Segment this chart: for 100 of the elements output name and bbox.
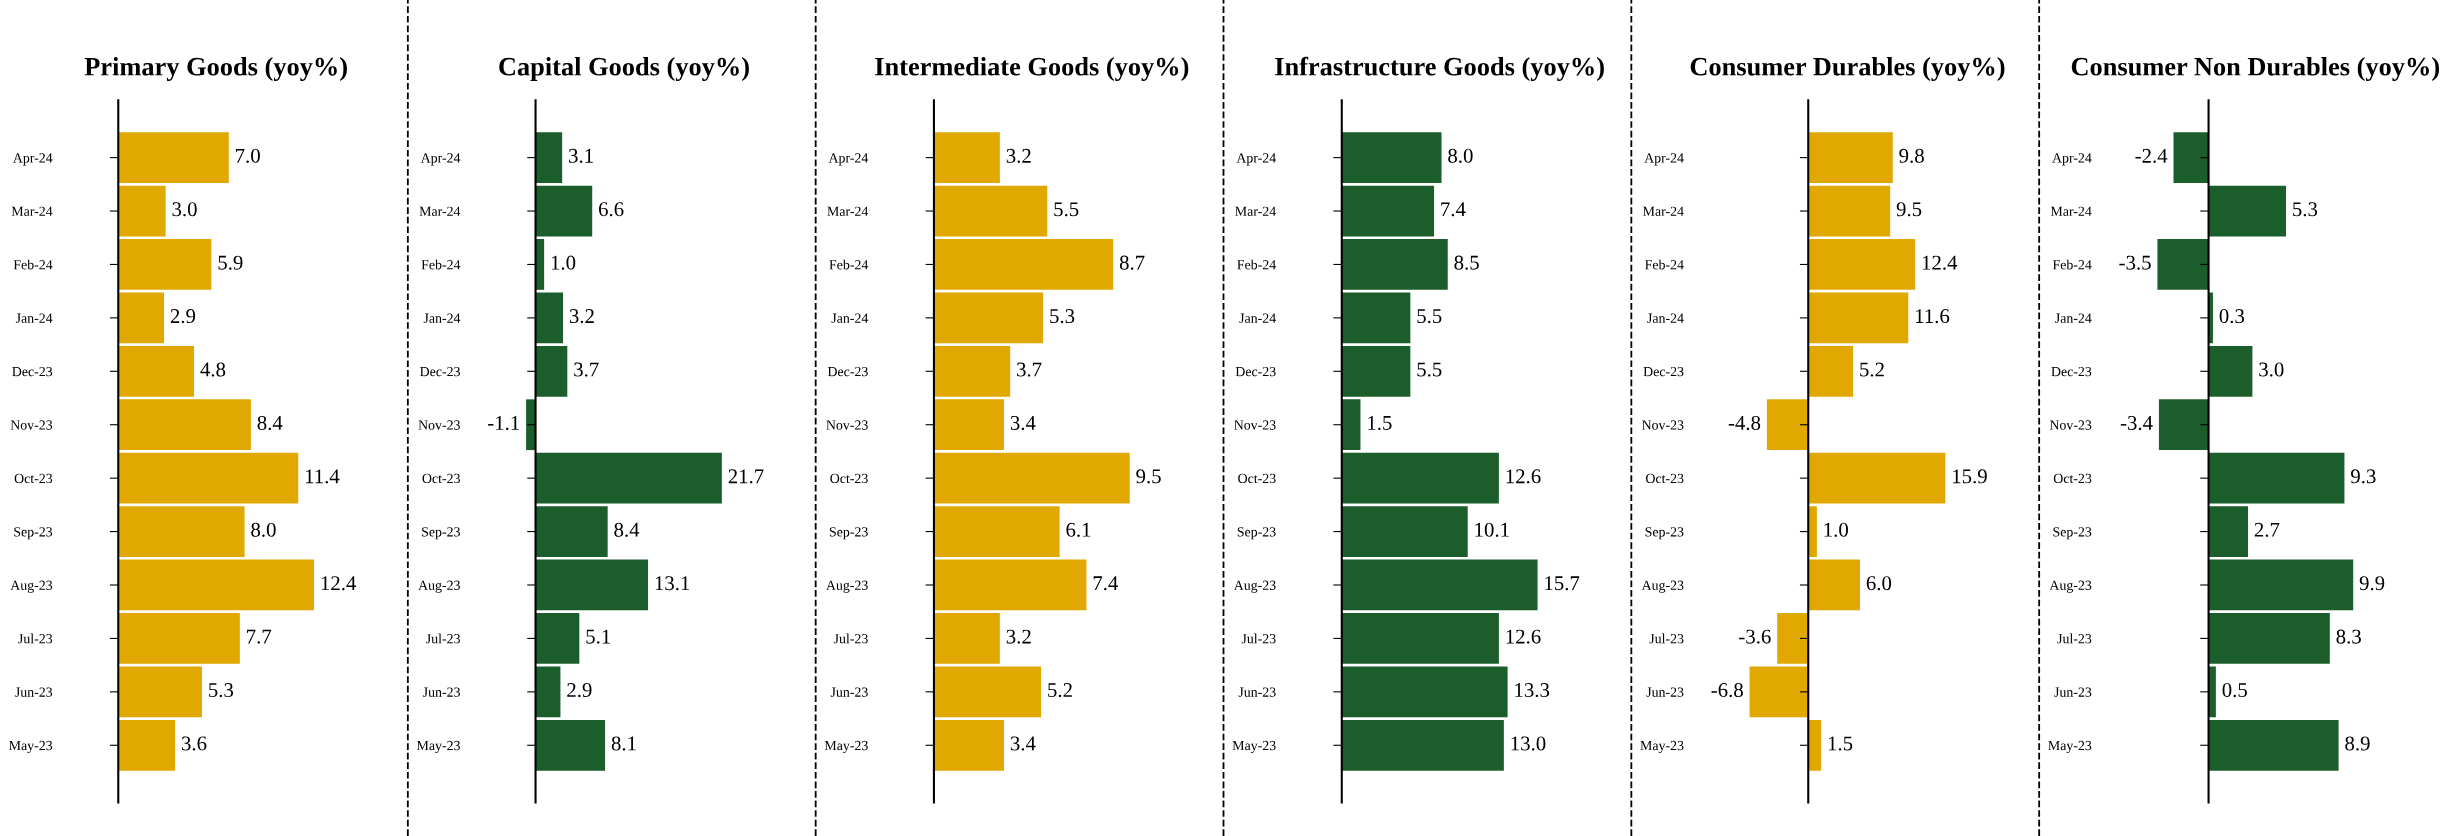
data-label: 7.4 — [1441, 202, 1466, 217]
bar — [535, 452, 722, 504]
bar — [2208, 719, 2339, 771]
y-tick-label: Mar-24 — [827, 206, 869, 216]
data-label: 8.3 — [2336, 629, 2361, 644]
bar — [118, 613, 240, 664]
chart-title: Primary Goods (yoy%) — [84, 57, 347, 82]
data-label: 9.8 — [1899, 148, 1924, 163]
data-label: 3.0 — [2259, 362, 2284, 377]
bar — [933, 132, 1000, 183]
bar — [1341, 185, 1435, 237]
data-label: 5.1 — [586, 629, 610, 644]
data-label: 12.6 — [1506, 629, 1541, 644]
data-label: 9.5 — [1896, 202, 1922, 217]
bar — [1341, 452, 1499, 504]
data-label: 3.7 — [1017, 362, 1042, 377]
data-label: 8.0 — [251, 522, 276, 537]
y-tick-label: Apr-24 — [828, 153, 869, 166]
bar — [1341, 719, 1504, 771]
y-tick-label: Jul-23 — [2057, 633, 2092, 644]
bar — [933, 452, 1130, 504]
data-label: 7.7 — [247, 629, 272, 644]
data-label: -4.8 — [1728, 415, 1761, 431]
y-tick-label: Oct-23 — [2053, 473, 2092, 484]
data-label: 9.3 — [2350, 469, 2376, 484]
bar — [2208, 345, 2253, 397]
data-label: -3.6 — [1739, 629, 1771, 644]
bar — [933, 613, 1000, 664]
y-tick-label: Jun-23 — [2054, 687, 2092, 697]
bar — [526, 399, 536, 451]
data-label: 5.9 — [218, 255, 243, 270]
y-tick-label: Oct-23 — [14, 473, 53, 484]
data-label: 8.1 — [611, 736, 636, 751]
y-tick-label: Jun-23 — [15, 687, 53, 697]
bar — [1808, 719, 1822, 771]
bar — [1341, 399, 1361, 451]
data-label: -3.5 — [2119, 255, 2151, 270]
data-label: 2.9 — [567, 683, 592, 698]
bar — [2208, 452, 2345, 504]
bar — [933, 719, 1004, 771]
data-label: 7.4 — [1093, 576, 1119, 591]
data-label: 8.7 — [1119, 255, 1145, 270]
bar — [118, 506, 245, 557]
data-label: 12.4 — [321, 576, 357, 591]
bar — [2158, 399, 2209, 451]
bar — [1808, 239, 1916, 290]
bar — [1777, 613, 1809, 664]
y-tick-label: Sep-23 — [14, 527, 53, 540]
y-tick-label: May-23 — [1640, 740, 1684, 754]
y-tick-label: Aug-23 — [1233, 580, 1276, 593]
data-label: 15.9 — [1953, 469, 1987, 484]
data-label: 6.1 — [1066, 522, 1091, 537]
bar — [118, 345, 195, 397]
y-tick-label: Jan-24 — [1647, 313, 1684, 323]
bar — [118, 292, 165, 344]
bar — [535, 292, 564, 344]
y-tick-label: Sep-23 — [1645, 527, 1684, 540]
data-label: 2.7 — [2254, 522, 2280, 537]
bar — [118, 666, 202, 718]
y-tick-label: Jan-24 — [423, 313, 461, 323]
data-label: 3.4 — [1010, 736, 1036, 751]
bar — [1341, 239, 1448, 290]
data-label: 12.4 — [1922, 255, 1958, 270]
y-tick-label: Sep-23 — [829, 527, 868, 540]
y-tick-label: Oct-23 — [830, 473, 868, 484]
y-tick-label: Aug-23 — [1641, 580, 1684, 593]
data-label: 9.5 — [1136, 469, 1161, 484]
bar — [118, 719, 176, 771]
bar — [1808, 185, 1891, 237]
data-label: 6.0 — [1866, 576, 1892, 591]
data-label: 13.3 — [1515, 683, 1550, 698]
y-tick-label: Mar-24 — [419, 206, 461, 216]
y-tick-label: May-23 — [416, 740, 460, 754]
bar — [1341, 506, 1468, 557]
y-tick-label: Dec-23 — [1643, 366, 1684, 377]
data-label: 6.6 — [598, 202, 624, 217]
data-label: 5.5 — [1054, 202, 1079, 217]
data-label: 1.5 — [1828, 736, 1853, 751]
y-tick-label: Sep-23 — [422, 527, 460, 540]
bar — [2208, 559, 2354, 611]
y-tick-label: Feb-24 — [1645, 259, 1684, 270]
y-tick-label: Aug-23 — [826, 580, 868, 593]
data-label: 3.6 — [181, 736, 207, 751]
data-label: 11.4 — [305, 469, 340, 484]
bar — [1341, 292, 1411, 344]
bar — [1341, 345, 1411, 397]
data-label: -1.1 — [488, 415, 519, 431]
y-tick-label: Jan-24 — [1239, 313, 1276, 323]
data-label: -6.8 — [1711, 683, 1743, 698]
data-label: 1.5 — [1368, 415, 1392, 431]
y-tick-label: Nov-23 — [1234, 420, 1276, 430]
bar — [2208, 185, 2286, 237]
y-tick-label: Feb-24 — [2052, 259, 2092, 270]
data-label: 1.0 — [1824, 522, 1848, 537]
bar — [1341, 559, 1538, 611]
y-tick-label: Apr-24 — [1644, 153, 1684, 166]
data-label: 8.4 — [257, 415, 283, 431]
y-tick-label: Dec-23 — [1235, 366, 1276, 377]
y-tick-label: Jul-23 — [1241, 633, 1276, 644]
bar — [933, 399, 1004, 451]
